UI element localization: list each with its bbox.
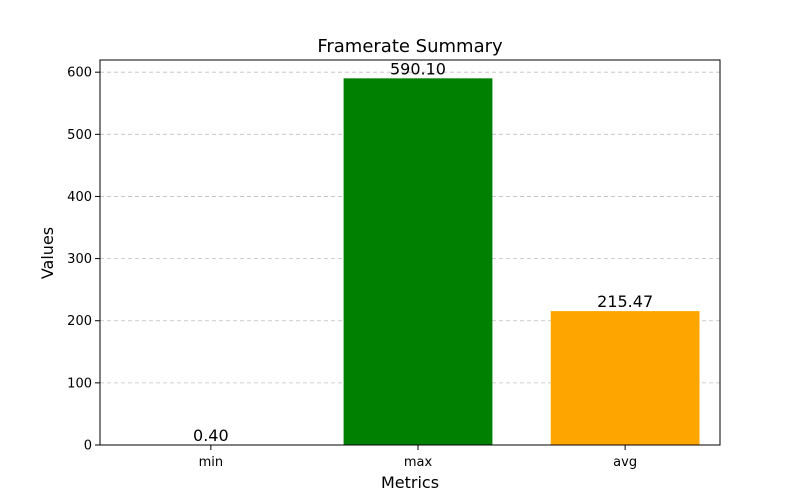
x-axis-label: Metrics bbox=[381, 473, 439, 492]
bar-avg bbox=[550, 311, 700, 445]
value-label-max: 590.10 bbox=[390, 59, 446, 78]
plot-frame bbox=[99, 59, 721, 446]
x-tick-label-max: max bbox=[404, 455, 433, 470]
y-tick-label: 400 bbox=[67, 190, 92, 205]
y-tick-label: 600 bbox=[67, 66, 92, 81]
y-tick-label: 100 bbox=[67, 376, 92, 391]
value-label-avg: 215.47 bbox=[597, 292, 653, 311]
x-axis: min max avg bbox=[199, 445, 637, 470]
y-tick-label: 300 bbox=[67, 252, 92, 267]
y-tick-label: 0 bbox=[84, 439, 92, 454]
x-tick-label-avg: avg bbox=[613, 455, 637, 470]
bar-max bbox=[343, 78, 493, 445]
y-axis: 0 100 200 300 400 500 600 bbox=[67, 66, 100, 454]
value-label-min: 0.40 bbox=[193, 426, 229, 445]
y-tick-label: 200 bbox=[67, 314, 92, 329]
x-tick-label-min: min bbox=[199, 455, 224, 470]
chart-title: Framerate Summary bbox=[317, 36, 503, 57]
bars bbox=[136, 78, 700, 445]
y-tick-label: 500 bbox=[67, 128, 92, 143]
value-labels: 0.40 590.10 215.47 bbox=[193, 59, 653, 444]
y-axis-label: Values bbox=[38, 227, 57, 279]
